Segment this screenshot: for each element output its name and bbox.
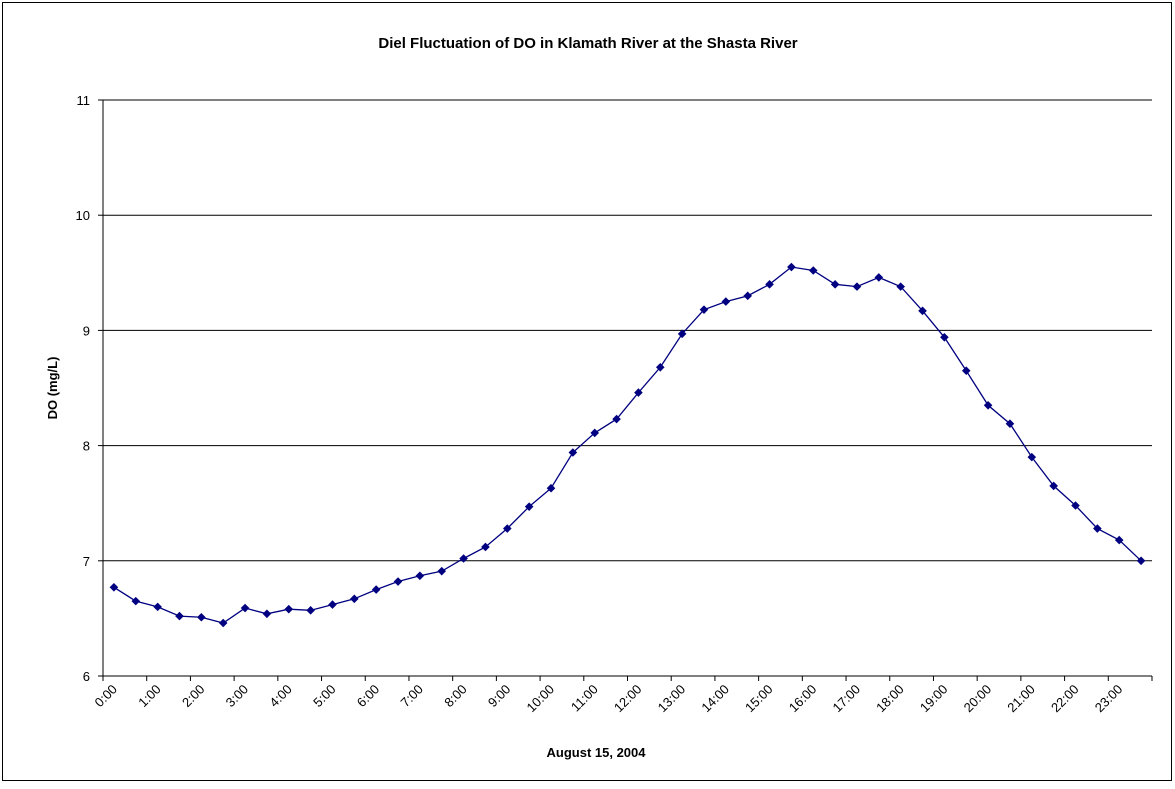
data-point — [481, 542, 490, 552]
data-point — [109, 582, 119, 592]
series-line — [113, 266, 1142, 624]
data-point — [415, 571, 425, 581]
data-point — [1027, 452, 1037, 462]
data-point — [721, 297, 731, 306]
data-point — [393, 577, 403, 586]
data-point — [328, 600, 337, 609]
data-point — [546, 483, 556, 493]
data-point — [371, 585, 381, 594]
data-point — [896, 282, 905, 291]
y-tick-label: 6 — [83, 669, 90, 684]
data-point — [1136, 556, 1146, 566]
data-point — [677, 329, 687, 339]
data-point — [459, 554, 468, 563]
data-point — [262, 609, 272, 619]
data-point — [524, 502, 534, 511]
data-point — [437, 566, 447, 576]
x-axis-label: August 15, 2004 — [547, 745, 647, 760]
data-point — [655, 362, 665, 372]
y-axis-label: DO (mg/L) — [45, 357, 60, 420]
data-point — [131, 596, 141, 606]
y-tick-label: 8 — [83, 439, 90, 454]
data-point — [940, 333, 949, 342]
data-point — [765, 280, 774, 289]
data-point — [852, 282, 862, 291]
data-point — [240, 603, 250, 613]
data-point — [808, 266, 818, 275]
data-point — [568, 448, 578, 457]
data-point — [612, 414, 621, 424]
data-point — [1071, 501, 1080, 510]
y-tick-label: 9 — [83, 323, 90, 338]
data-point — [284, 604, 294, 614]
data-point — [634, 388, 643, 397]
chart-title: Diel Fluctuation of DO in Klamath River … — [378, 35, 797, 52]
y-tick-label: 7 — [83, 554, 90, 569]
data-point — [1005, 419, 1015, 429]
data-point — [1114, 535, 1124, 545]
data-point — [787, 262, 796, 272]
data-point — [874, 273, 884, 282]
data-point — [699, 305, 709, 314]
data-point — [306, 606, 315, 615]
data-point — [590, 428, 600, 438]
data-point — [153, 602, 162, 612]
data-point — [743, 291, 752, 301]
data-point — [983, 400, 993, 410]
data-point — [961, 366, 971, 376]
data-point — [197, 612, 206, 622]
y-tick-label: 10 — [76, 208, 90, 223]
data-point — [830, 280, 840, 289]
data-point — [918, 306, 927, 316]
y-tick-label: 11 — [77, 93, 91, 108]
data-point — [1049, 481, 1058, 491]
data-point — [350, 594, 359, 604]
data-point — [503, 524, 512, 533]
data-point — [175, 611, 184, 621]
data-point — [218, 618, 228, 628]
data-point — [1093, 524, 1102, 533]
